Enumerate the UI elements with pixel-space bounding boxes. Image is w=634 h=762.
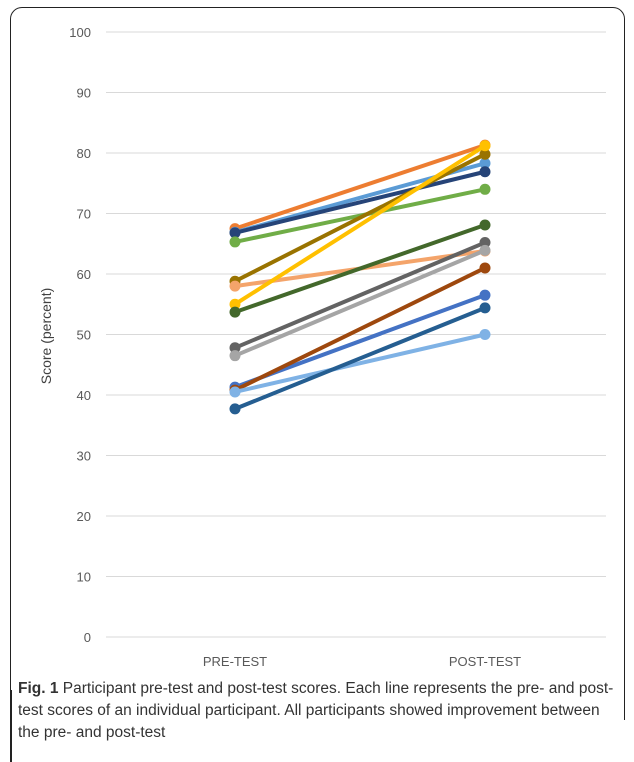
series-line	[233, 240, 487, 350]
series-line	[233, 152, 487, 284]
x-tick-label: POST-TEST	[449, 654, 521, 669]
y-tick-label: 60	[77, 267, 91, 282]
data-point	[479, 219, 491, 231]
x-tick-label: PRE-TEST	[203, 654, 267, 669]
y-tick-label: 90	[77, 86, 91, 101]
data-point	[479, 183, 491, 195]
participant-series	[229, 302, 491, 415]
data-point	[479, 157, 491, 169]
data-point	[229, 298, 241, 310]
y-tick-label: 50	[77, 328, 91, 343]
y-tick-label: 100	[69, 25, 91, 40]
series-line	[233, 143, 487, 307]
series-line	[233, 169, 487, 235]
data-point	[479, 302, 491, 314]
frame-left-cover	[0, 700, 12, 762]
series-lines	[229, 139, 491, 415]
participant-series	[229, 329, 491, 398]
data-point	[229, 403, 241, 415]
data-point	[229, 280, 241, 292]
series-line	[233, 222, 487, 315]
gridlines	[106, 31, 606, 638]
data-point	[479, 244, 491, 256]
data-point	[229, 236, 241, 248]
y-tick-label: 40	[77, 388, 91, 403]
series-line	[233, 332, 487, 394]
participant-series	[229, 219, 491, 318]
x-tick-labels: PRE-TEST POST-TEST	[203, 654, 521, 669]
data-point	[479, 237, 491, 249]
data-point	[229, 227, 241, 239]
participant-series	[229, 237, 491, 354]
y-axis-label: Score (percent)	[38, 288, 54, 384]
y-tick-label: 10	[77, 570, 91, 585]
data-point	[479, 148, 491, 160]
participant-series	[229, 140, 491, 310]
series-line	[233, 248, 487, 358]
participant-series	[229, 166, 491, 239]
series-line	[233, 143, 487, 231]
y-tick-labels: 0 10 20 30 40 50 60 70 80 90 100	[69, 25, 91, 645]
series-line	[233, 265, 487, 393]
caption-text: Participant pre-test and post-test score…	[18, 680, 614, 741]
figure-caption: Fig. 1 Participant pre-test and post-tes…	[18, 678, 618, 744]
y-tick-label: 70	[77, 207, 91, 222]
figure-label: Fig. 1	[18, 680, 59, 697]
data-point	[229, 306, 241, 318]
series-line	[233, 305, 487, 411]
y-tick-label: 80	[77, 146, 91, 161]
data-point	[479, 140, 491, 152]
data-point	[479, 262, 491, 274]
line-chart: 0 10 20 30 40 50 60 70 80 90 100 PRE-TEST POST-TEST…	[38, 25, 606, 669]
frame-bottom-cover	[0, 720, 634, 762]
data-point	[479, 329, 491, 340]
participant-series	[229, 244, 491, 362]
data-point	[229, 350, 241, 362]
y-tick-label: 30	[77, 449, 91, 464]
data-point	[229, 342, 241, 354]
data-point	[479, 166, 491, 178]
y-tick-label: 0	[84, 630, 91, 645]
frame-left-edge	[10, 690, 12, 762]
data-point	[229, 386, 241, 398]
data-point	[479, 289, 491, 301]
y-tick-label: 20	[77, 509, 91, 524]
